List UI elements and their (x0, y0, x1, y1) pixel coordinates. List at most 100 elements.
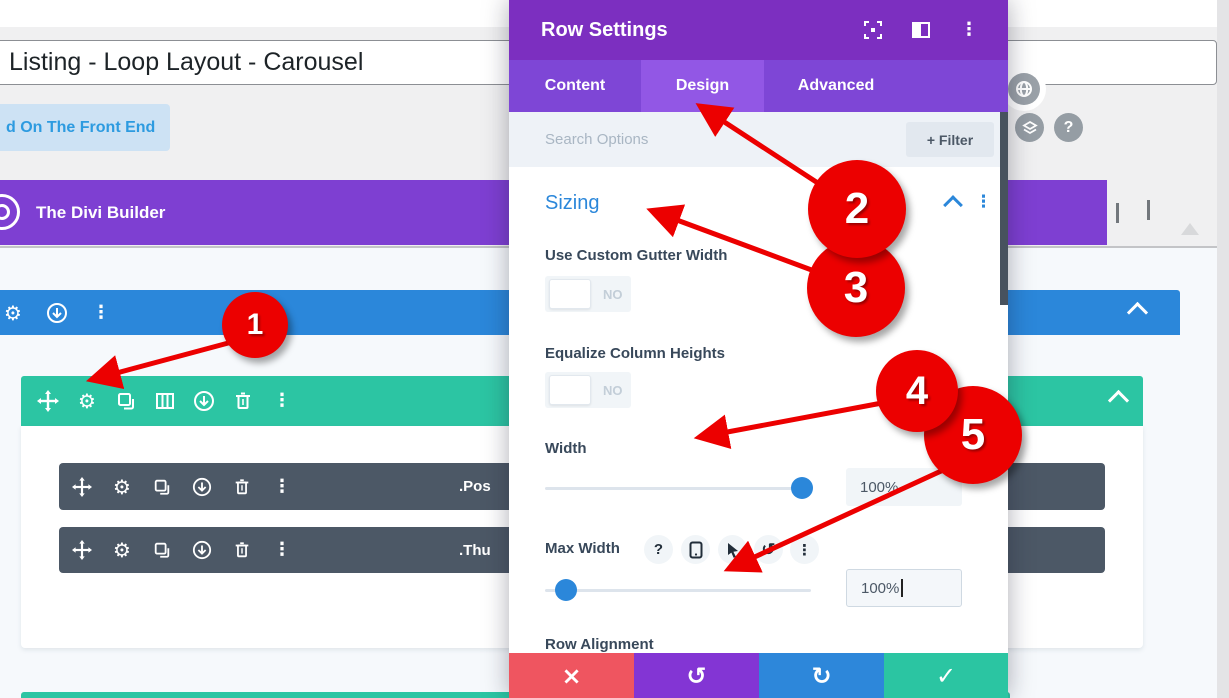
post-title-text: Listing - Loop Layout - Carousel (9, 48, 364, 76)
gutter-width-label: Use Custom Gutter Width (545, 247, 728, 264)
metabox-toggle-button[interactable] (1181, 206, 1199, 235)
globe-button[interactable] (1008, 73, 1040, 105)
discard-button[interactable]: × (509, 653, 634, 698)
row-save-to-library-button[interactable] (193, 390, 215, 412)
snap-panel-button[interactable] (910, 19, 932, 41)
tab-content[interactable]: Content (509, 60, 641, 112)
section-menu-button[interactable]: ⋮ (90, 302, 112, 324)
width-label: Width (545, 440, 587, 457)
module-move-button[interactable] (71, 539, 93, 561)
tab-design[interactable]: Design (641, 60, 764, 112)
search-options-input[interactable]: Search Options (545, 131, 649, 148)
vertical-dots-icon: ⋮ (273, 539, 291, 560)
module-menu-button[interactable]: ⋮ (271, 539, 293, 561)
front-end-button[interactable]: d On The Front End (0, 104, 170, 151)
max-width-help-button[interactable]: ? (644, 535, 673, 564)
row-settings-button[interactable]: ⚙ (76, 390, 98, 412)
undo-button[interactable]: ↺ (634, 653, 759, 698)
modal-scrollbar-thumb[interactable] (1000, 112, 1008, 305)
callout-circle-4: 4 (876, 350, 958, 432)
row-settings-modal: Row Settings ⋮ Conte (509, 0, 1008, 698)
filter-button[interactable]: + Filter (906, 122, 994, 157)
module-delete-button[interactable] (231, 476, 253, 498)
row-columns-button[interactable] (154, 390, 176, 412)
max-width-responsive-button[interactable] (681, 535, 710, 564)
sizing-section-title[interactable]: Sizing (545, 192, 600, 214)
row-delete-button[interactable] (232, 390, 254, 412)
module-save-to-library-button[interactable] (191, 539, 213, 561)
layers-button[interactable] (1015, 113, 1044, 142)
help-button[interactable]: ? (1054, 113, 1083, 142)
module-save-to-library-button[interactable] (191, 476, 213, 498)
tab-advanced[interactable]: Advanced (764, 60, 908, 112)
divi-logo-icon (0, 194, 20, 230)
module-duplicate-button[interactable] (151, 476, 173, 498)
module-settings-button[interactable]: ⚙ (111, 476, 133, 498)
gear-icon: ⚙ (4, 300, 22, 325)
max-width-reset-button[interactable]: ↺ (754, 535, 783, 564)
vertical-dots-icon: ⋮ (797, 540, 812, 559)
question-mark-icon: ? (653, 541, 664, 558)
save-to-library-icon (47, 302, 67, 323)
toggle-knob (549, 279, 591, 309)
equalize-columns-label: Equalize Column Heights (545, 345, 726, 362)
tab-content-label: Content (544, 77, 606, 94)
save-to-library-icon (192, 540, 212, 560)
sizing-collapse-chevron[interactable] (943, 195, 963, 215)
text-cursor (901, 579, 903, 597)
module-move-button[interactable] (71, 476, 93, 498)
filter-button-label: + Filter (926, 131, 974, 148)
section-collapse-chevron[interactable] (1126, 301, 1149, 323)
redo-icon: ↻ (811, 661, 832, 690)
width-slider[interactable] (545, 477, 813, 499)
metabox-move-up-button[interactable] (1116, 203, 1119, 224)
equalize-columns-toggle[interactable]: NO (545, 372, 631, 408)
search-options-bar[interactable]: Search Options + Filter (509, 112, 1008, 167)
row-collapse-chevron[interactable] (1107, 389, 1130, 412)
trash-icon (235, 542, 249, 558)
module-duplicate-button[interactable] (151, 539, 173, 561)
section-settings-button[interactable]: ⚙ (2, 302, 24, 324)
trash-icon (236, 392, 250, 409)
vertical-dots-icon: ⋮ (960, 19, 978, 40)
expand-modal-button[interactable] (862, 19, 884, 41)
duplicate-icon (154, 479, 170, 495)
triangle-up-icon (1181, 206, 1199, 235)
globe-icon (1016, 81, 1032, 97)
phone-icon (689, 541, 702, 558)
modal-header[interactable]: Row Settings ⋮ (509, 0, 1008, 60)
module-delete-button[interactable] (231, 539, 253, 561)
gutter-width-toggle[interactable]: NO (545, 276, 631, 312)
columns-icon (156, 393, 174, 409)
max-width-slider[interactable] (545, 579, 811, 601)
max-width-menu-button[interactable]: ⋮ (790, 535, 819, 564)
section-save-to-library-button[interactable] (46, 302, 68, 324)
close-icon: × (561, 661, 582, 690)
module-label: .Pos (459, 478, 491, 495)
row-duplicate-button[interactable] (115, 390, 137, 412)
module-label: .Thu (459, 541, 491, 559)
redo-button[interactable]: ↻ (759, 653, 884, 698)
max-width-value-text: 100% (861, 579, 900, 597)
save-to-library-icon (194, 391, 214, 411)
move-icon (72, 476, 92, 497)
width-value-text: 100% (860, 478, 899, 496)
module-menu-button[interactable]: ⋮ (271, 476, 293, 498)
width-slider-handle[interactable] (791, 477, 813, 499)
row-move-button[interactable] (37, 390, 59, 412)
max-width-value-input[interactable]: 100% (846, 569, 962, 607)
max-width-slider-handle[interactable] (555, 579, 577, 601)
metabox-move-down-button[interactable] (1147, 200, 1150, 221)
move-icon (72, 540, 92, 560)
split-view-icon (912, 22, 930, 38)
sizing-menu-button[interactable]: ⋮ (975, 192, 992, 212)
modal-menu-button[interactable]: ⋮ (958, 19, 980, 41)
max-width-hover-button[interactable] (718, 535, 747, 564)
modal-tab-bar: Content Design Advanced (509, 60, 1008, 112)
move-icon (37, 390, 59, 412)
row-menu-button[interactable]: ⋮ (271, 390, 293, 412)
vertical-dots-icon: ⋮ (273, 390, 291, 411)
module-settings-button[interactable]: ⚙ (111, 539, 133, 561)
save-button[interactable]: ✓ (884, 653, 1008, 698)
page-right-gutter (1217, 0, 1229, 698)
